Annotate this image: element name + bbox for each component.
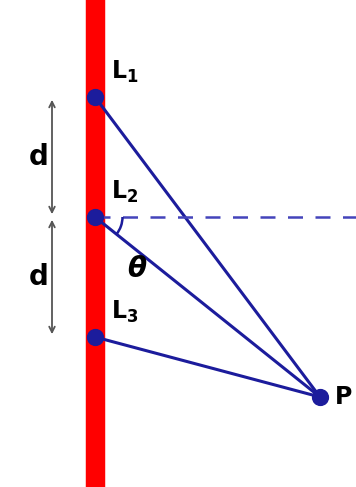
Text: $\mathbf{d}$: $\mathbf{d}$: [28, 263, 48, 291]
Point: [92, 213, 98, 221]
Text: $\mathbf{L_1}$: $\mathbf{L_1}$: [111, 59, 138, 85]
Text: $\mathbf{d}$: $\mathbf{d}$: [28, 143, 48, 171]
Text: $\mathbf{L_3}$: $\mathbf{L_3}$: [111, 299, 138, 325]
Point: [92, 93, 98, 101]
Text: $\mathbf{L_2}$: $\mathbf{L_2}$: [111, 179, 138, 205]
Point: [92, 333, 98, 341]
Text: $\mathbf{P}$: $\mathbf{P}$: [334, 385, 352, 409]
Text: $\boldsymbol{\theta}$: $\boldsymbol{\theta}$: [127, 255, 147, 283]
Point: [317, 393, 323, 401]
